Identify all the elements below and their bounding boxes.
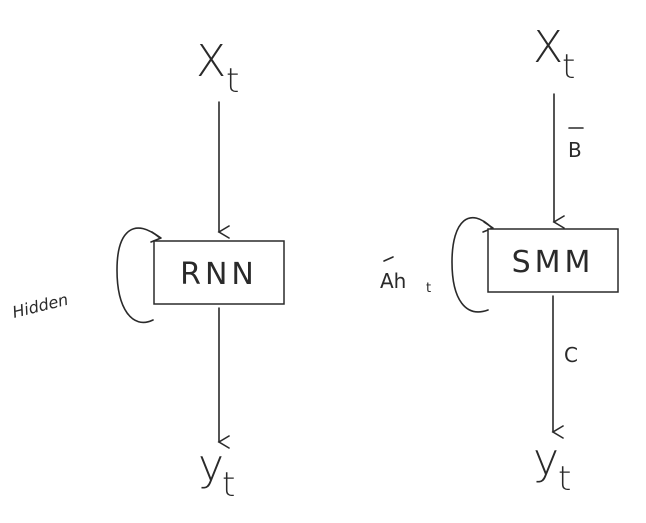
smm-hidden-loop-arrowhead [482,221,494,233]
smm-loop-label: Ah [380,269,406,293]
smm-input-symbol: X [533,22,563,73]
smm-input-subscript: t [562,47,575,87]
smm-loop-label-subscript: t [426,281,431,296]
smm-output-subscript: t [558,459,571,499]
rnn-output-subscript: t [222,465,235,505]
rnn-input-symbol: X [196,36,226,87]
smm-output-arrow-label: C [564,343,578,367]
rnn-output-symbol: y [198,440,224,491]
rnn-hidden-label: Hidden [10,290,70,322]
smm-output-symbol: y [533,434,559,485]
smm-diagram: X t B SMM Ah t C y t [380,22,619,499]
rnn-diagram: X t RNN Hidden y t [10,36,285,505]
rnn-box [153,240,285,305]
rnn-input-subscript: t [226,61,239,101]
rnn-hidden-loop [116,227,161,324]
smm-hidden-loop [451,216,493,313]
smm-box-label: SMM [512,245,595,280]
smm-input-arrow-label: B [568,138,582,162]
rnn-box-label: RNN [180,257,258,292]
smm-a-bar [383,256,394,262]
smm-box [487,228,619,293]
